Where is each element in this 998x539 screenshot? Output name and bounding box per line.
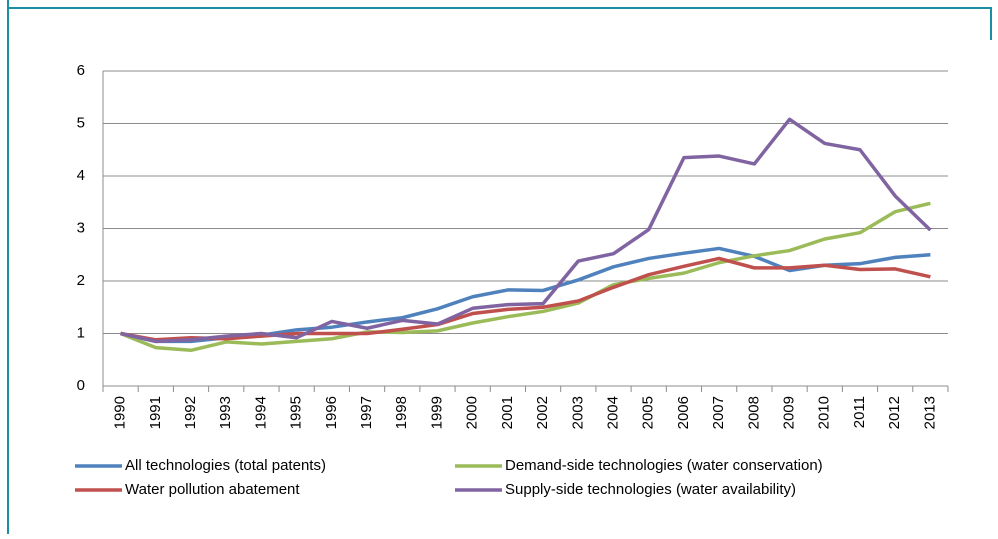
x-tick-label: 2009 (781, 396, 798, 429)
x-tick-label: 2004 (604, 396, 621, 429)
x-tick-label: 2001 (499, 396, 516, 429)
legend-label: Demand-side technologies (water conserva… (505, 457, 823, 474)
x-tick-label: 1991 (147, 396, 164, 429)
x-tick-label: 2003 (569, 396, 586, 429)
series-line (120, 117, 932, 344)
x-tick-label: 1997 (358, 396, 375, 429)
x-tick-label: 2010 (816, 396, 833, 429)
x-tick-label: 2005 (640, 396, 657, 429)
x-tick-label: 1995 (288, 396, 305, 429)
x-tick-label: 1998 (393, 396, 410, 429)
x-tick-label: 2006 (675, 396, 692, 429)
x-tick-label: 1993 (217, 396, 234, 429)
legend-label: Water pollution abatement (125, 481, 300, 498)
series-line (120, 246, 931, 344)
series-line (120, 256, 931, 342)
x-tick-label: 2000 (464, 396, 481, 429)
x-tick-label: 2013 (921, 396, 938, 429)
x-tick-label: 2002 (534, 396, 551, 429)
x-tick-label: 2012 (886, 396, 903, 429)
x-tick-label: 2011 (851, 396, 868, 428)
y-tick-label: 5 (77, 114, 85, 131)
series-line (119, 201, 931, 353)
x-tick-label: 1999 (428, 396, 445, 429)
x-tick-label: 2007 (710, 396, 727, 429)
x-tick-label: 1992 (182, 396, 199, 429)
y-tick-label: 3 (77, 219, 85, 236)
y-tick-label: 2 (77, 272, 85, 289)
y-tick-label: 1 (77, 324, 85, 341)
x-tick-label: 1996 (323, 396, 340, 429)
y-tick-label: 4 (77, 167, 85, 184)
x-tick-label: 2008 (745, 396, 762, 429)
y-tick-label: 6 (77, 62, 85, 79)
x-tick-label: 1990 (112, 396, 129, 429)
legend-label: Supply-side technologies (water availabi… (505, 481, 796, 498)
x-tick-label: 1994 (252, 396, 269, 429)
legend-label: All technologies (total patents) (125, 457, 326, 474)
y-tick-label: 0 (77, 377, 85, 394)
